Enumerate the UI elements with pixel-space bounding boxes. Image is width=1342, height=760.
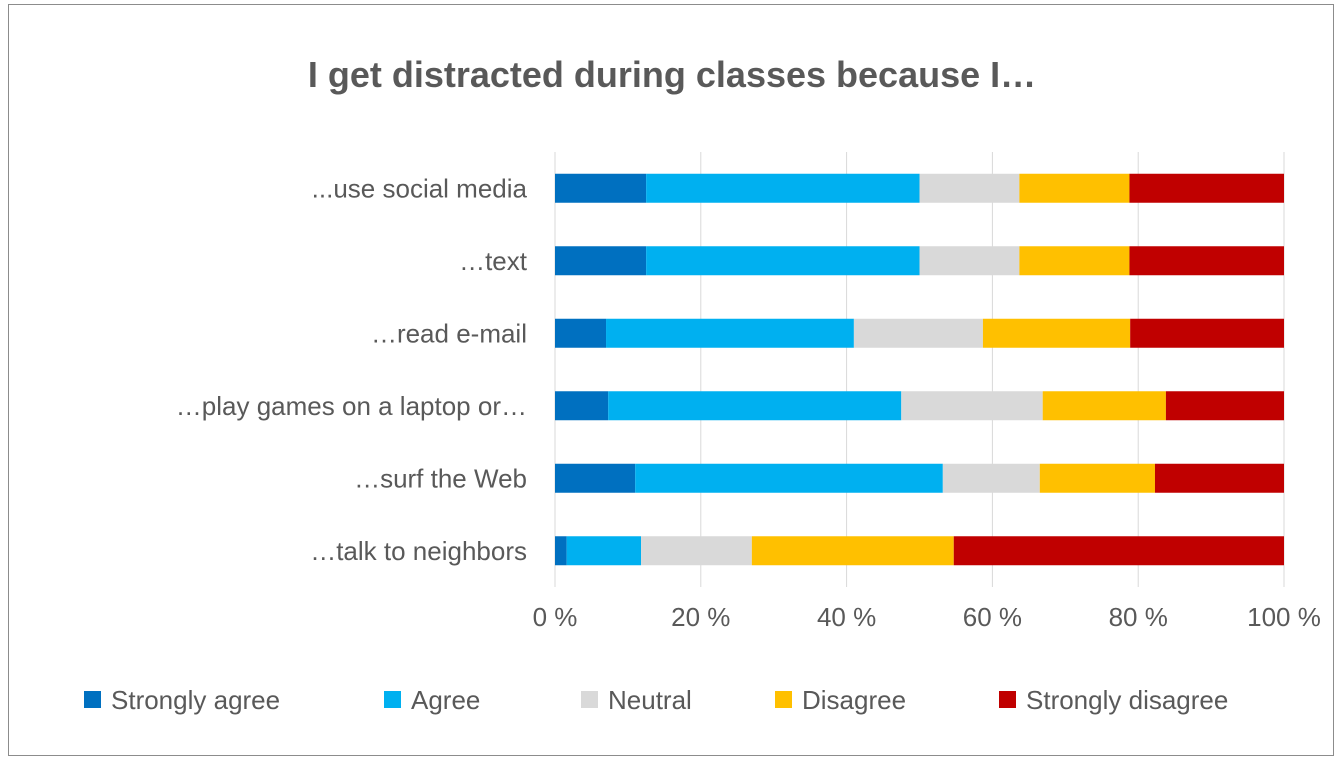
gridlines bbox=[554, 152, 1285, 587]
bar-segment bbox=[982, 318, 1131, 348]
legend-swatch bbox=[775, 691, 792, 708]
bars bbox=[555, 173, 1284, 566]
bar-segment bbox=[942, 463, 1040, 493]
legend-swatch bbox=[581, 691, 598, 708]
x-tick-label: 80 % bbox=[1109, 602, 1168, 632]
category-label: …surf the Web bbox=[354, 463, 527, 493]
chart-title: I get distracted during classes because … bbox=[308, 54, 1036, 95]
category-label: …text bbox=[459, 246, 528, 276]
category-labels: ...use social media …text …read e-mail …pla… bbox=[176, 173, 528, 566]
bar-segment bbox=[1129, 173, 1284, 203]
bar-segment bbox=[1165, 391, 1284, 421]
legend-label: Neutral bbox=[608, 685, 692, 715]
bar-segment bbox=[1129, 246, 1284, 276]
bar-segment bbox=[566, 536, 642, 566]
category-label: …read e-mail bbox=[371, 318, 527, 348]
legend: Strongly agree Agree Neutral Disagree Strong… bbox=[84, 685, 1228, 715]
bar-segment bbox=[919, 173, 1020, 203]
bar-segment bbox=[606, 318, 854, 348]
bar-segment bbox=[919, 246, 1020, 276]
category-label: …play games on a laptop or… bbox=[176, 391, 527, 421]
legend-swatch bbox=[999, 691, 1016, 708]
bar-segment bbox=[555, 391, 609, 421]
legend-swatch bbox=[84, 691, 101, 708]
bar-segment bbox=[555, 463, 636, 493]
bar-segment bbox=[646, 246, 920, 276]
bar-segment bbox=[646, 173, 920, 203]
bar-segment bbox=[901, 391, 1043, 421]
stacked-bar-chart: I get distracted during classes because … bbox=[84, 54, 1321, 715]
bar-segment bbox=[608, 391, 902, 421]
chart-frame: I get distracted during classes because … bbox=[8, 4, 1334, 756]
legend-label: Strongly disagree bbox=[1026, 685, 1228, 715]
bar-segment bbox=[1039, 463, 1155, 493]
category-label: …talk to neighbors bbox=[310, 536, 527, 566]
bar-segment bbox=[751, 536, 954, 566]
bar-segment bbox=[1042, 391, 1166, 421]
bar-segment bbox=[555, 173, 647, 203]
x-tick-label: 60 % bbox=[963, 602, 1022, 632]
bar-segment bbox=[555, 246, 647, 276]
legend-swatch bbox=[384, 691, 401, 708]
x-tick-label: 40 % bbox=[817, 602, 876, 632]
bar-segment bbox=[555, 318, 607, 348]
bar-segment bbox=[635, 463, 943, 493]
bar-segment bbox=[1154, 463, 1284, 493]
x-tick-label: 0 % bbox=[533, 602, 578, 632]
x-axis-tick-labels: 0 % 20 % 40 % 60 % 80 % 100 % bbox=[533, 602, 1321, 632]
category-label: ...use social media bbox=[312, 173, 528, 203]
bar-segment bbox=[1019, 173, 1130, 203]
legend-label: Agree bbox=[411, 685, 480, 715]
legend-label: Strongly agree bbox=[111, 685, 280, 715]
bar-segment bbox=[641, 536, 752, 566]
legend-label: Disagree bbox=[802, 685, 906, 715]
x-tick-label: 20 % bbox=[671, 602, 730, 632]
bar-segment bbox=[555, 536, 567, 566]
x-tick-label: 100 % bbox=[1247, 602, 1321, 632]
bar-segment bbox=[853, 318, 983, 348]
bar-segment bbox=[1019, 246, 1130, 276]
bar-segment bbox=[953, 536, 1284, 566]
bar-segment bbox=[1130, 318, 1284, 348]
